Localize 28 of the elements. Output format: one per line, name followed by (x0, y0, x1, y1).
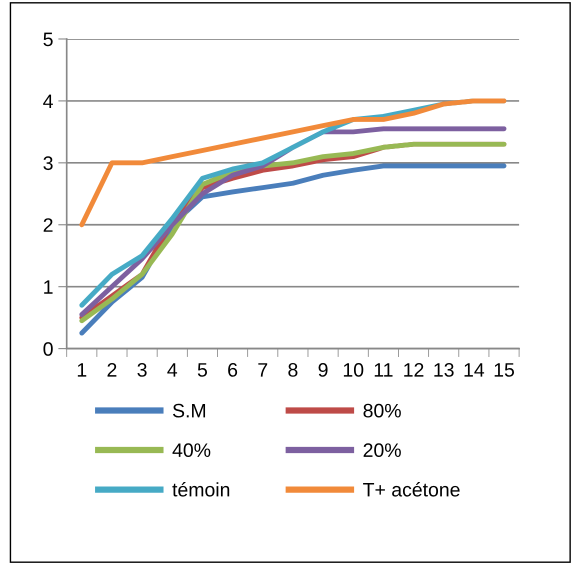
x-tick-label: 7 (258, 363, 268, 377)
x-tick-label: 13 (434, 363, 454, 377)
legend-label: T+ acétone (363, 482, 460, 497)
x-tick-label: 6 (228, 363, 238, 377)
x-tick-label: 15 (494, 363, 514, 377)
x-tick-label: 2 (108, 363, 116, 377)
x-tick-label: 5 (198, 363, 208, 377)
x-tick-label: 11 (374, 363, 393, 377)
legend-label: 20% (364, 443, 401, 458)
y-tick-label: 0 (43, 342, 53, 356)
y-tick-label: 2 (44, 218, 53, 232)
line-series (79, 98, 506, 228)
legend-label: 40% (172, 443, 210, 458)
x-tick-label: 14 (464, 363, 484, 377)
y-tick-label: 1 (44, 280, 53, 294)
x-tick-label: 10 (344, 363, 364, 377)
legend-label: 80% (363, 404, 401, 418)
x-tick-label: 3 (137, 363, 147, 377)
x-tick-label: 8 (288, 363, 298, 377)
legend-label: S.M (172, 404, 206, 418)
x-tick-label: 9 (318, 363, 328, 377)
x-tick-label: 12 (404, 363, 424, 377)
y-tick-label: 3 (43, 156, 53, 170)
x-tick-label: 1 (78, 363, 86, 377)
x-tick-label: 4 (167, 363, 178, 377)
y-tick-label: 5 (43, 32, 53, 46)
legend-label: témoin (172, 482, 230, 497)
y-tick-label: 4 (43, 94, 53, 108)
